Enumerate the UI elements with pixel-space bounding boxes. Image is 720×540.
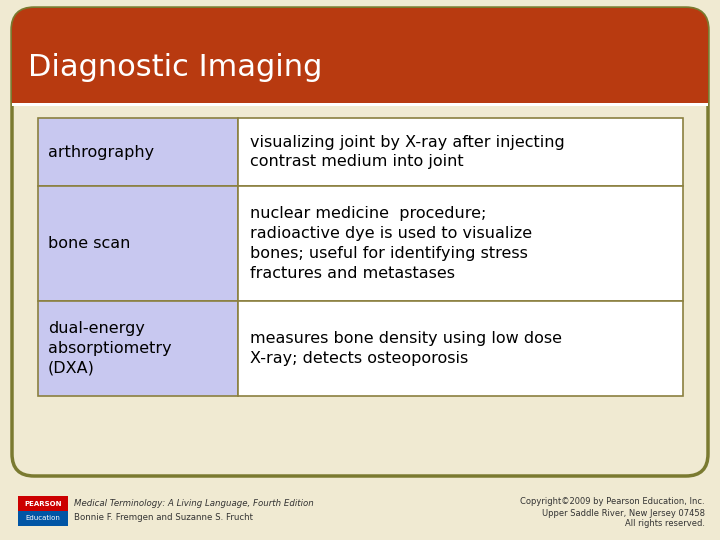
Text: Medical Terminology: A Living Language, Fourth Edition: Medical Terminology: A Living Language, …: [74, 500, 314, 509]
Bar: [38, 118, 238, 186]
Text: All rights reserved.: All rights reserved.: [625, 519, 705, 529]
Text: Upper Saddle River, New Jersey 07458: Upper Saddle River, New Jersey 07458: [542, 509, 705, 517]
FancyBboxPatch shape: [12, 8, 708, 476]
Text: dual-energy
absorptiometry
(DXA): dual-energy absorptiometry (DXA): [48, 321, 171, 376]
Text: Diagnostic Imaging: Diagnostic Imaging: [28, 53, 323, 83]
Bar: [38, 186, 238, 301]
Bar: [38, 301, 238, 396]
Bar: [238, 186, 683, 301]
Bar: [238, 118, 683, 186]
Bar: [12, 103, 708, 106]
Text: visualizing joint by X-ray after injecting
contrast medium into joint: visualizing joint by X-ray after injecti…: [250, 134, 564, 170]
Text: Education: Education: [26, 516, 60, 522]
Bar: [12, 75, 708, 103]
Text: arthrography: arthrography: [48, 145, 154, 159]
Text: PEARSON: PEARSON: [24, 501, 62, 507]
Text: nuclear medicine  procedure;
radioactive dye is used to visualize
bones; useful : nuclear medicine procedure; radioactive …: [250, 206, 532, 281]
Text: bone scan: bone scan: [48, 236, 130, 251]
FancyBboxPatch shape: [12, 8, 708, 103]
Text: measures bone density using low dose
X-ray; detects osteoporosis: measures bone density using low dose X-r…: [250, 331, 562, 366]
Bar: [18, 511, 68, 526]
Bar: [238, 301, 683, 396]
Text: Bonnie F. Fremgen and Suzanne S. Frucht: Bonnie F. Fremgen and Suzanne S. Frucht: [74, 512, 253, 522]
Text: Copyright©2009 by Pearson Education, Inc.: Copyright©2009 by Pearson Education, Inc…: [521, 496, 705, 505]
Bar: [18, 496, 68, 511]
